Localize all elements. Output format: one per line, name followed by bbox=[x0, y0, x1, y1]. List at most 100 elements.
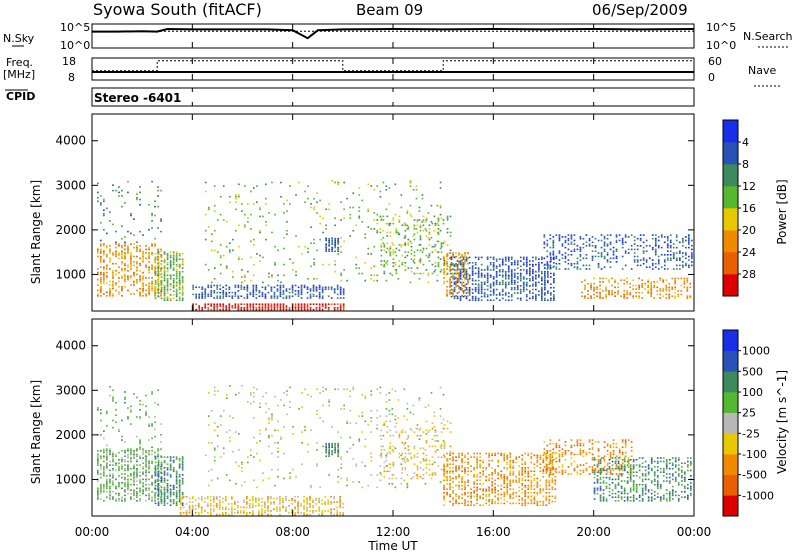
rti-cell bbox=[294, 293, 297, 296]
rti-cell bbox=[632, 295, 634, 297]
rti-cell bbox=[507, 292, 510, 294]
rti-cell bbox=[669, 259, 672, 261]
rti-cell bbox=[219, 303, 222, 305]
rti-cell bbox=[163, 467, 166, 469]
rti-cell bbox=[262, 479, 264, 482]
rti-cell bbox=[166, 256, 169, 259]
rti-cell bbox=[392, 463, 395, 465]
rti-cell bbox=[210, 249, 213, 252]
rti-cell bbox=[145, 494, 147, 497]
rti-cell bbox=[464, 499, 466, 501]
rti-cell bbox=[386, 247, 389, 250]
rti-cell bbox=[219, 291, 222, 294]
rti-cell bbox=[297, 293, 300, 296]
rti-cell bbox=[279, 284, 282, 287]
rti-cell bbox=[521, 483, 524, 485]
rti-cell bbox=[530, 461, 533, 464]
rti-cell bbox=[615, 241, 618, 244]
rti-cell bbox=[178, 278, 181, 280]
rti-cell bbox=[621, 255, 624, 258]
rti-cell bbox=[229, 429, 231, 432]
rti-cell bbox=[626, 297, 628, 299]
rti-cell bbox=[321, 295, 324, 297]
rti-cell bbox=[462, 276, 465, 278]
rti-cell bbox=[539, 470, 542, 473]
rti-cell bbox=[485, 488, 487, 490]
rti-cell bbox=[297, 508, 299, 510]
rti-cell bbox=[337, 448, 339, 450]
rti-cell bbox=[461, 264, 463, 267]
rti-cell bbox=[615, 261, 618, 263]
rti-cell bbox=[331, 237, 333, 240]
rti-cell bbox=[313, 258, 315, 260]
rti-cell bbox=[450, 258, 453, 260]
rti-cell bbox=[130, 475, 132, 477]
rti-cell bbox=[124, 483, 126, 486]
rti-cell bbox=[274, 395, 276, 398]
rti-cell bbox=[261, 508, 263, 510]
rti-cell bbox=[551, 500, 554, 503]
rti-cell bbox=[648, 266, 651, 268]
rti-cell bbox=[428, 253, 431, 255]
rti-cell bbox=[352, 386, 355, 389]
rti-cell bbox=[406, 402, 409, 405]
rti-cell bbox=[133, 280, 135, 283]
rti-cell bbox=[324, 303, 327, 305]
rti-cell bbox=[343, 181, 345, 184]
rti-cell bbox=[524, 467, 527, 469]
rti-cell bbox=[106, 277, 108, 279]
rti-cell bbox=[121, 467, 123, 470]
rti-cell bbox=[240, 512, 242, 514]
rti-cell bbox=[339, 503, 341, 505]
rti-cell bbox=[456, 260, 459, 262]
rti-cell bbox=[389, 434, 392, 437]
rti-cell bbox=[491, 484, 493, 487]
rti-cell bbox=[237, 303, 240, 305]
rti-cell bbox=[201, 286, 204, 289]
rti-cell bbox=[169, 484, 172, 487]
rti-cell bbox=[207, 442, 210, 444]
rti-cell bbox=[462, 292, 465, 294]
rti-cell bbox=[337, 451, 339, 454]
rti-cell bbox=[250, 256, 252, 259]
rti-cell bbox=[503, 474, 506, 476]
rti-cell bbox=[197, 513, 200, 516]
rti-cell bbox=[482, 483, 484, 485]
rti-cell bbox=[100, 245, 102, 247]
rti-cell bbox=[473, 490, 475, 492]
rti-cell bbox=[626, 281, 628, 283]
rti-cell bbox=[479, 495, 481, 498]
rti-cell bbox=[352, 443, 355, 446]
rti-cell bbox=[519, 276, 522, 278]
rti-cell bbox=[130, 261, 132, 263]
rti-cell bbox=[636, 245, 639, 247]
rti-cell bbox=[639, 264, 642, 267]
rti-cell bbox=[103, 437, 105, 440]
rti-cell bbox=[97, 462, 99, 465]
rti-cell bbox=[456, 272, 459, 275]
rti-cell bbox=[541, 270, 543, 273]
rti-cell bbox=[103, 200, 105, 203]
rti-cell bbox=[151, 180, 153, 183]
rti-cell bbox=[570, 262, 573, 265]
rti-cell bbox=[175, 470, 178, 473]
rti-cell bbox=[207, 295, 210, 297]
rti-cell bbox=[219, 308, 222, 311]
rti-cell bbox=[333, 501, 335, 503]
rti-cell bbox=[154, 292, 157, 294]
rti-cell bbox=[185, 512, 188, 514]
rti-cell bbox=[277, 442, 279, 444]
rti-cell bbox=[431, 272, 434, 275]
rti-cell bbox=[419, 434, 422, 437]
rti-cell bbox=[133, 466, 135, 468]
rti-cell bbox=[453, 256, 456, 259]
rti-cell bbox=[160, 220, 162, 222]
rti-cell bbox=[166, 274, 169, 277]
rti-cell bbox=[312, 286, 315, 289]
rti-cell bbox=[409, 185, 412, 187]
rti-cell bbox=[446, 472, 448, 474]
rti-cell bbox=[657, 255, 660, 258]
rti-cell bbox=[127, 275, 129, 277]
rti-cell bbox=[169, 278, 172, 280]
rti-cell bbox=[492, 267, 495, 269]
